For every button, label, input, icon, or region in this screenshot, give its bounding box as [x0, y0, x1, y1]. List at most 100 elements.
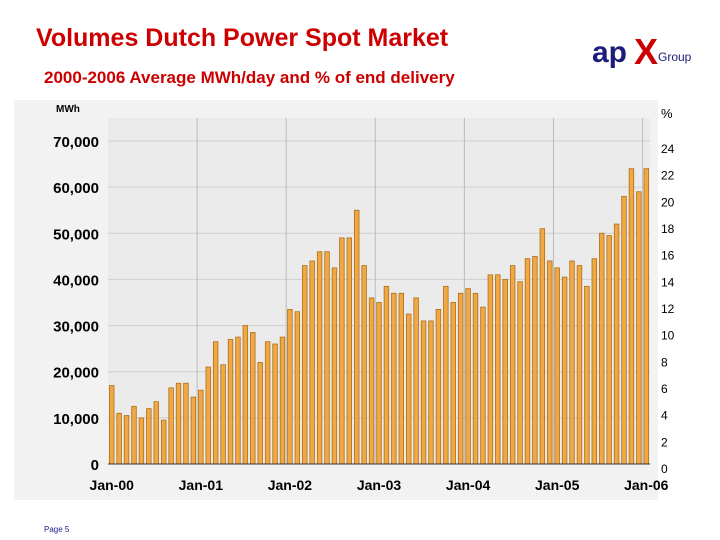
bar: [309, 260, 315, 465]
y-tick-label-left: 60,000: [53, 180, 99, 197]
y-tick-label-left: 0: [91, 457, 99, 474]
bar: [509, 265, 516, 465]
bar: [257, 362, 263, 465]
bar: [235, 336, 241, 465]
bar: [391, 292, 397, 465]
page-subtitle: 2000-2006 Average MWh/day and % of end d…: [44, 68, 455, 87]
bar: [643, 168, 649, 465]
bar: [272, 343, 278, 465]
bar: [443, 285, 449, 465]
y-tick-label-right: 10: [661, 329, 675, 343]
y-tick-label-right: 4: [661, 409, 668, 423]
y-tick-label-right: 8: [661, 355, 668, 369]
bar: [146, 408, 152, 465]
bar: [250, 332, 256, 465]
bar: [547, 260, 553, 465]
bar: [569, 260, 575, 465]
bar: [264, 341, 271, 465]
bar: [584, 285, 590, 465]
x-tick-label: Jan-04: [446, 477, 491, 493]
bar: [294, 311, 301, 465]
y-tick-label-left: 50,000: [53, 226, 99, 243]
bar: [227, 339, 234, 465]
bar: [606, 235, 612, 465]
bar: [279, 336, 286, 465]
y-tick-label-left: 10,000: [53, 411, 99, 428]
page-number: Page 5: [44, 525, 70, 534]
logo-text-apx: ap: [592, 36, 627, 69]
bar: [450, 302, 456, 465]
bar: [123, 415, 130, 465]
bar: [287, 309, 293, 465]
y-tick-label-left: 30,000: [53, 319, 99, 336]
y-tick-label-right: 2: [661, 435, 668, 449]
x-tick-label: Jan-00: [90, 477, 135, 493]
bar: [339, 237, 345, 465]
y-tick-label-right: 14: [661, 275, 675, 289]
y-tick-label-right: 22: [661, 169, 675, 183]
left-tick-labels: 0 10,000 20,000 30,000 40,000 50,000 60,000 70,…: [53, 134, 99, 474]
bar: [561, 276, 568, 465]
bar: [168, 387, 174, 465]
bar: [175, 382, 182, 465]
bar: [198, 389, 204, 465]
bar: [368, 297, 375, 465]
bar: [576, 265, 583, 465]
bar: [361, 265, 367, 465]
bar: [413, 297, 419, 465]
bar: [376, 302, 382, 465]
bar: [205, 366, 211, 465]
x-tick-label: Jan-02: [268, 477, 313, 493]
bar: [420, 320, 427, 465]
bar: [212, 341, 219, 465]
bar: [324, 251, 330, 465]
bar: [354, 209, 360, 465]
bar: [524, 258, 531, 465]
bar: [153, 401, 159, 465]
page-title: Volumes Dutch Power Spot Market: [36, 24, 449, 52]
bar: [554, 267, 560, 465]
bar: [539, 228, 546, 465]
bar: [242, 325, 249, 465]
y-tick-label-right: 20: [661, 195, 675, 209]
bar: [613, 223, 620, 465]
bar: [428, 320, 434, 465]
bar: [636, 191, 642, 465]
bar: [131, 405, 137, 465]
y-tick-label-right: 6: [661, 382, 668, 396]
logo-x-mark: X: [634, 31, 658, 72]
bar: [591, 258, 598, 465]
left-axis-label: MWh: [56, 104, 80, 115]
y-tick-label-left: 20,000: [53, 365, 99, 382]
y-tick-label-left: 40,000: [53, 272, 99, 289]
y-tick-label-right: 12: [661, 302, 675, 316]
bar: [487, 274, 494, 465]
y-tick-label-right: 18: [661, 222, 675, 236]
y-tick-label-right: 24: [661, 142, 675, 156]
y-tick-label-right: 16: [661, 249, 675, 263]
bar: [316, 251, 323, 465]
bar: [220, 364, 226, 465]
bar: [138, 417, 145, 465]
bar: [346, 237, 353, 465]
bar: [532, 255, 538, 465]
right-axis-label: %: [661, 106, 673, 121]
bar: [472, 292, 479, 465]
y-tick-label-right: 0: [661, 462, 668, 476]
x-tick-label: Jan-01: [179, 477, 224, 493]
bar: [302, 265, 308, 465]
bar: [502, 279, 508, 465]
bar: [465, 288, 471, 465]
bar: [599, 232, 605, 465]
bar: [109, 385, 115, 465]
bar: [457, 292, 464, 465]
y-tick-label-left: 70,000: [53, 134, 99, 151]
bar: [435, 309, 442, 465]
bar: [495, 274, 501, 465]
bar: [383, 285, 390, 465]
bar: [398, 292, 404, 465]
bar: [160, 419, 167, 465]
x-tick-label: Jan-03: [357, 477, 402, 493]
